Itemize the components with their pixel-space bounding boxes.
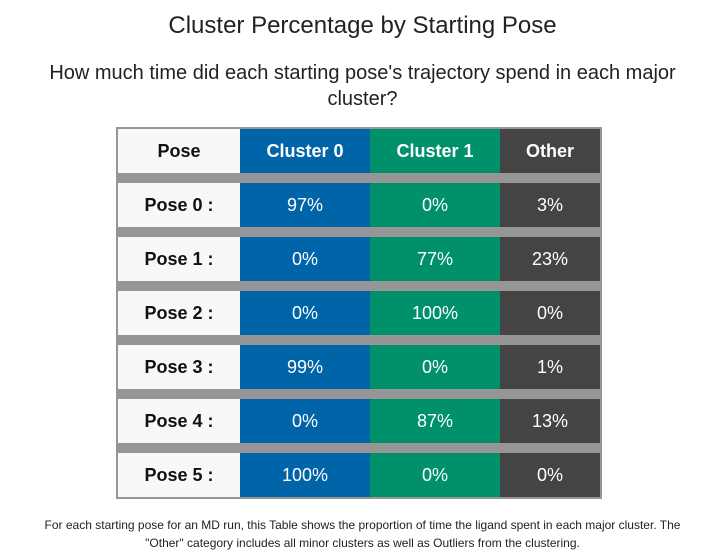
row-cluster-1-value: 0% xyxy=(370,183,500,227)
cluster-percentage-table: Pose Cluster 0 Cluster 1 Other Pose 0 : … xyxy=(116,127,602,499)
table-row: Pose 5 : 100% 0% 0% xyxy=(118,453,600,497)
page-title: Cluster Percentage by Starting Pose xyxy=(168,12,557,39)
subtitle-line-2: cluster? xyxy=(327,88,398,110)
row-other-value: 13% xyxy=(500,399,600,443)
row-pose-label: Pose 3 : xyxy=(118,345,240,389)
caption-line-1: For each starting pose for an MD run, th… xyxy=(44,518,681,532)
table-caption: For each starting pose for an MD run, th… xyxy=(0,516,725,552)
header-cluster-1: Cluster 1 xyxy=(370,129,500,173)
row-cluster-1-value: 77% xyxy=(370,237,500,281)
row-cluster-1-value: 0% xyxy=(370,453,500,497)
row-pose-label: Pose 5 : xyxy=(118,453,240,497)
table-row: Pose 3 : 99% 0% 1% xyxy=(118,345,600,389)
row-pose-label: Pose 1 : xyxy=(118,237,240,281)
subtitle-line-1: How much time did each starting pose's t… xyxy=(49,62,676,84)
row-pose-label: Pose 4 : xyxy=(118,399,240,443)
row-cluster-1-value: 87% xyxy=(370,399,500,443)
header-cluster-0: Cluster 0 xyxy=(240,129,370,173)
row-pose-label: Pose 2 : xyxy=(118,291,240,335)
header-pose: Pose xyxy=(118,129,240,173)
row-cluster-0-value: 97% xyxy=(240,183,370,227)
page-subtitle: How much time did each starting pose's t… xyxy=(0,60,725,112)
row-cluster-0-value: 0% xyxy=(240,237,370,281)
row-cluster-0-value: 0% xyxy=(240,399,370,443)
row-cluster-1-value: 100% xyxy=(370,291,500,335)
row-other-value: 1% xyxy=(500,345,600,389)
row-cluster-0-value: 0% xyxy=(240,291,370,335)
row-cluster-0-value: 99% xyxy=(240,345,370,389)
table-row: Pose 1 : 0% 77% 23% xyxy=(118,237,600,281)
row-cluster-0-value: 100% xyxy=(240,453,370,497)
header-other: Other xyxy=(500,129,600,173)
table-header-row: Pose Cluster 0 Cluster 1 Other xyxy=(118,129,600,173)
row-cluster-1-value: 0% xyxy=(370,345,500,389)
row-other-value: 3% xyxy=(500,183,600,227)
caption-line-2: "Other" category includes all minor clus… xyxy=(145,536,580,550)
row-other-value: 0% xyxy=(500,291,600,335)
row-pose-label: Pose 0 : xyxy=(118,183,240,227)
row-other-value: 0% xyxy=(500,453,600,497)
table-row: Pose 0 : 97% 0% 3% xyxy=(118,183,600,227)
row-other-value: 23% xyxy=(500,237,600,281)
table-row: Pose 2 : 0% 100% 0% xyxy=(118,291,600,335)
table-row: Pose 4 : 0% 87% 13% xyxy=(118,399,600,443)
